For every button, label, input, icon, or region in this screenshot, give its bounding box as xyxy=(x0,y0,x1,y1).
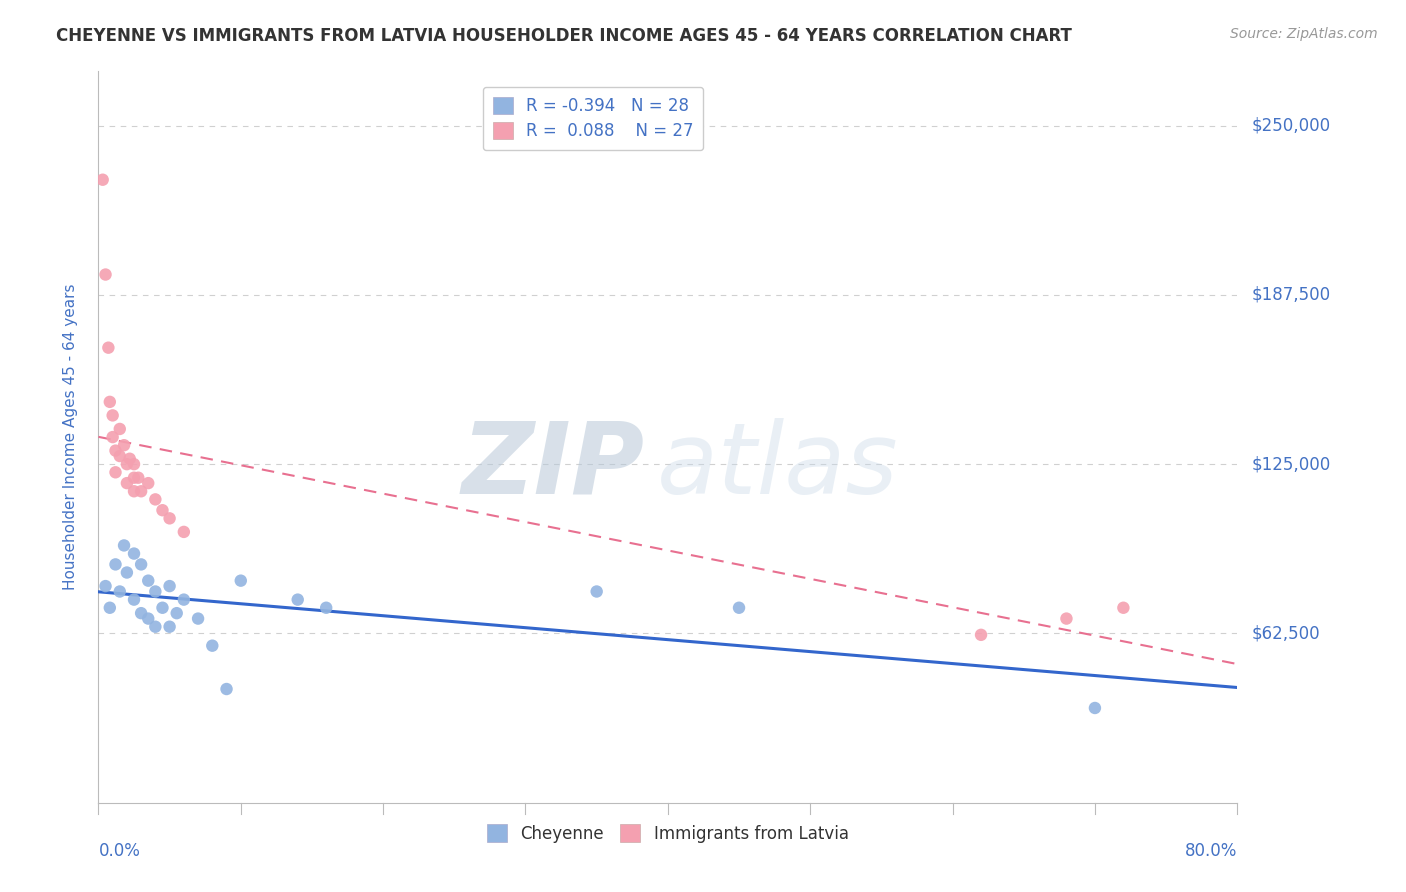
Point xyxy=(166,606,188,620)
Point xyxy=(129,606,152,620)
Point xyxy=(91,172,114,186)
Point xyxy=(159,511,181,525)
Text: Source: ZipAtlas.com: Source: ZipAtlas.com xyxy=(1230,27,1378,41)
Point xyxy=(201,639,224,653)
Point xyxy=(145,492,167,507)
Point xyxy=(970,628,993,642)
Point xyxy=(159,620,181,634)
Point xyxy=(136,611,159,625)
Point xyxy=(108,422,131,436)
Point xyxy=(152,503,174,517)
Text: $62,500: $62,500 xyxy=(1251,624,1320,642)
Point xyxy=(115,457,138,471)
Point xyxy=(159,579,181,593)
Point xyxy=(215,681,238,696)
Point xyxy=(1112,600,1135,615)
Point xyxy=(122,471,145,485)
Text: $125,000: $125,000 xyxy=(1251,455,1330,473)
Point xyxy=(101,409,124,423)
Point xyxy=(136,574,159,588)
Point xyxy=(152,600,174,615)
Point xyxy=(122,547,145,561)
Point xyxy=(115,476,138,491)
Text: ZIP: ZIP xyxy=(463,417,645,515)
Point xyxy=(112,438,135,452)
Point xyxy=(728,600,751,615)
Point xyxy=(187,611,209,625)
Point xyxy=(129,484,152,499)
Point xyxy=(108,449,131,463)
Point xyxy=(98,600,121,615)
Y-axis label: Householder Income Ages 45 - 64 years: Householder Income Ages 45 - 64 years xyxy=(63,284,77,591)
Text: $187,500: $187,500 xyxy=(1251,285,1330,304)
Point xyxy=(1084,701,1107,715)
Point xyxy=(94,579,117,593)
Point xyxy=(108,584,131,599)
Text: 80.0%: 80.0% xyxy=(1185,842,1237,860)
Point xyxy=(145,584,167,599)
Text: 0.0%: 0.0% xyxy=(98,842,141,860)
Point xyxy=(115,566,138,580)
Point xyxy=(136,476,159,491)
Point xyxy=(129,558,152,572)
Point xyxy=(112,538,135,552)
Text: CHEYENNE VS IMMIGRANTS FROM LATVIA HOUSEHOLDER INCOME AGES 45 - 64 YEARS CORRELA: CHEYENNE VS IMMIGRANTS FROM LATVIA HOUSE… xyxy=(56,27,1073,45)
Point xyxy=(585,584,607,599)
Point xyxy=(97,341,120,355)
Text: atlas: atlas xyxy=(657,417,898,515)
Point xyxy=(98,395,121,409)
Point xyxy=(118,451,141,466)
Point xyxy=(104,465,127,479)
Point xyxy=(287,592,309,607)
Point xyxy=(101,430,124,444)
Point xyxy=(229,574,252,588)
Point xyxy=(315,600,337,615)
Point xyxy=(127,471,149,485)
Point xyxy=(145,620,167,634)
Point xyxy=(1056,611,1078,625)
Point xyxy=(173,592,195,607)
Point xyxy=(122,592,145,607)
Text: $250,000: $250,000 xyxy=(1251,117,1330,135)
Legend: Cheyenne, Immigrants from Latvia: Cheyenne, Immigrants from Latvia xyxy=(481,818,855,849)
Point xyxy=(104,443,127,458)
Point xyxy=(122,457,145,471)
Point xyxy=(173,524,195,539)
Point xyxy=(104,558,127,572)
Point xyxy=(94,268,117,282)
Point xyxy=(122,484,145,499)
